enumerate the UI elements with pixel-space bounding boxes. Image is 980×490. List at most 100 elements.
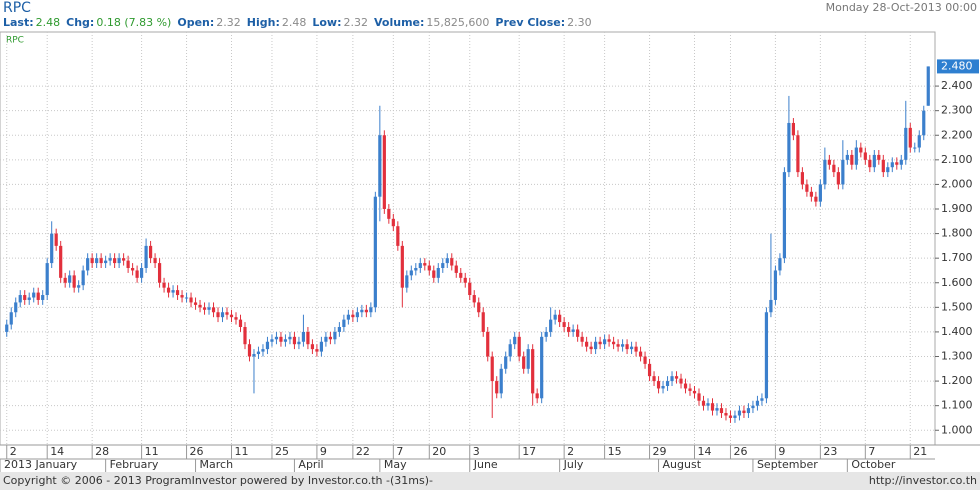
candle-body <box>315 349 319 352</box>
candle-body <box>301 331 306 342</box>
y-tick-label: 1.800 <box>941 227 973 240</box>
x-tick-label: 11 <box>145 445 159 458</box>
candle-body <box>400 245 404 288</box>
candle-body <box>670 376 674 382</box>
candle-body <box>611 341 616 345</box>
candle-body <box>108 258 112 261</box>
candle-body <box>576 329 580 337</box>
candle-body <box>113 258 117 264</box>
candle-body <box>782 172 787 259</box>
candle-body <box>656 381 661 389</box>
candle-body <box>558 314 562 323</box>
candle-body <box>652 376 656 382</box>
candle-body <box>238 319 243 327</box>
candle-body <box>409 270 413 276</box>
candle-body <box>441 263 445 268</box>
candle-body <box>122 258 126 261</box>
candle-body <box>535 393 539 399</box>
field-label: Prev Close: <box>495 16 565 29</box>
candle-body <box>647 363 652 377</box>
candle-body <box>751 405 755 409</box>
candle-body <box>18 295 22 303</box>
field-label: Low: <box>312 16 341 29</box>
candle-body <box>468 282 472 296</box>
candle-body <box>202 307 207 310</box>
candle-body <box>117 258 121 264</box>
month-label: April <box>298 458 323 471</box>
candle-body <box>153 258 157 264</box>
candle-body <box>148 245 153 259</box>
month-label: March <box>200 458 234 471</box>
candle-body <box>423 263 427 266</box>
candle-body <box>310 344 315 350</box>
candle-body <box>387 209 391 219</box>
y-tick-label: 1.400 <box>941 325 973 338</box>
candle-body <box>841 159 845 185</box>
field-label: Chg: <box>66 16 94 29</box>
candle-body <box>405 275 409 288</box>
candle-body <box>50 233 54 264</box>
candle-body <box>418 263 422 268</box>
candle-body <box>139 268 144 278</box>
candle-body <box>175 290 180 296</box>
month-label: August <box>663 458 702 471</box>
x-tick-label: 20 <box>432 445 446 458</box>
candle-body <box>72 275 76 288</box>
candle-body <box>877 154 881 160</box>
candle-body <box>41 295 45 300</box>
candle-body <box>189 297 193 303</box>
x-tick-label: 3 <box>473 445 480 458</box>
candle-body <box>692 390 697 394</box>
x-tick-label: 28 <box>95 445 109 458</box>
y-tick-label: 1.100 <box>941 399 973 412</box>
y-tick-label: 1.900 <box>941 202 973 215</box>
candle-body <box>396 226 400 246</box>
candle-body <box>432 270 436 278</box>
candle-body <box>472 295 476 303</box>
candle-body <box>562 322 566 327</box>
x-tick-label: 21 <box>913 445 927 458</box>
field-value: 2.48 <box>282 16 307 29</box>
candle-body <box>5 324 9 332</box>
candle-body <box>427 265 431 271</box>
candle-body <box>342 319 346 327</box>
x-tick-label: 14 <box>50 445 64 458</box>
candle-body <box>477 302 481 313</box>
candle-body <box>274 336 279 340</box>
candle-body <box>634 346 638 352</box>
candle-body <box>180 295 184 298</box>
candle-body <box>922 110 926 136</box>
candle-body <box>571 329 575 332</box>
y-tick-label: 1.200 <box>941 374 973 387</box>
candle-body <box>522 356 526 369</box>
candle-body <box>585 341 589 347</box>
month-label: February <box>110 458 159 471</box>
candle-body <box>549 319 553 332</box>
candle-body <box>297 341 301 345</box>
candle-body <box>553 314 557 320</box>
field-value: 2.32 <box>216 16 241 29</box>
candle-body <box>126 260 130 268</box>
x-tick-label: 17 <box>522 445 536 458</box>
candle-body <box>764 312 769 399</box>
candle-body <box>243 327 247 345</box>
candle-body <box>9 312 13 325</box>
candle-body <box>787 122 791 173</box>
candle-body <box>728 415 733 418</box>
candle-body <box>868 159 872 168</box>
y-tick-label: 1.300 <box>941 350 973 363</box>
candle-body <box>531 349 535 394</box>
candle-body <box>54 233 58 246</box>
month-label: September <box>757 458 818 471</box>
candle-body <box>104 260 108 264</box>
candle-body <box>926 66 930 106</box>
candle-body <box>198 304 202 308</box>
candle-body <box>481 312 485 332</box>
candle-body <box>319 341 324 352</box>
candle-body <box>32 292 36 298</box>
candle-body <box>495 381 499 394</box>
candle-body <box>86 258 90 271</box>
candle-body <box>701 400 706 406</box>
candle-body <box>913 147 917 149</box>
candle-body <box>360 309 364 313</box>
